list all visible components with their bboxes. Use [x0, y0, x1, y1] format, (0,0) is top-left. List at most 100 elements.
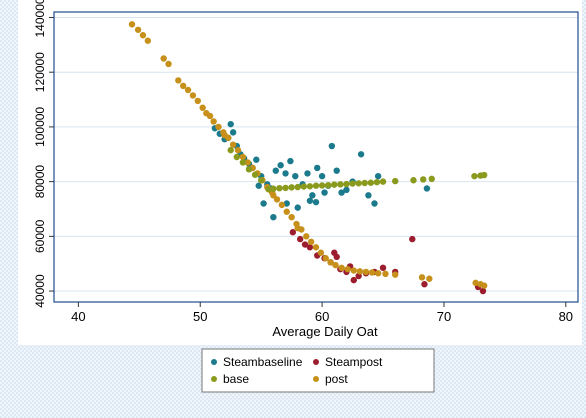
plot-frame	[53, 11, 579, 303]
point-post-47	[392, 271, 399, 278]
point-steampost-17	[421, 281, 428, 288]
data-points	[128, 21, 488, 295]
point-post-34	[312, 244, 320, 251]
point-post-1	[134, 26, 142, 33]
point-steambaseline-36	[270, 213, 277, 221]
point-base-13	[343, 180, 350, 188]
point-base-31	[257, 177, 265, 184]
point-steambaseline-17	[282, 170, 289, 177]
point-post-18	[234, 146, 242, 154]
point-base-24	[471, 172, 478, 180]
point-steambaseline-18	[287, 157, 294, 165]
point-steambaseline-5	[229, 129, 237, 136]
y-tick-label-4: 120000	[33, 52, 47, 92]
y-tick-label-5: 140000	[33, 0, 47, 37]
point-post-50	[472, 279, 479, 287]
point-base-28	[239, 159, 247, 166]
point-steampost-19	[479, 287, 487, 295]
point-steambaseline-27	[333, 167, 340, 174]
point-steambaseline-21	[304, 170, 311, 177]
point-base-30	[251, 171, 259, 178]
point-steambaseline-26	[328, 142, 336, 150]
point-base-14	[349, 180, 356, 187]
point-post-14	[215, 123, 222, 131]
point-base-15	[355, 180, 362, 187]
point-base-32	[227, 146, 234, 154]
point-post-41	[350, 267, 357, 274]
point-steambaseline-38	[294, 204, 301, 211]
point-base-12	[337, 181, 344, 188]
point-base-7	[306, 183, 314, 190]
point-post-53	[221, 131, 228, 139]
point-post-28	[283, 208, 290, 215]
point-post-11	[199, 104, 206, 111]
y-tick-label-3: 100000	[33, 107, 47, 147]
legend-marker-steambaseline	[211, 359, 217, 365]
point-post-6	[175, 77, 182, 84]
point-steambaseline-37	[283, 200, 290, 207]
point-steambaseline-28	[338, 189, 345, 196]
point-steambaseline-31	[357, 151, 365, 158]
legend-label-steambaseline: Steambaseline	[223, 355, 303, 369]
point-post-33	[307, 238, 315, 246]
point-steampost-14	[379, 264, 387, 272]
point-post-46	[382, 270, 389, 278]
point-post-17	[229, 141, 237, 148]
point-post-10	[194, 97, 201, 105]
legend-box	[201, 348, 435, 393]
point-base-16	[361, 179, 368, 187]
point-base-6	[300, 183, 308, 190]
point-steampost-0	[289, 229, 297, 236]
x-axis-label: Average Daily Oat	[272, 324, 378, 339]
point-post-7	[179, 82, 187, 90]
x-tick-label-0: 40	[71, 309, 85, 324]
point-post-48	[418, 274, 426, 281]
point-post-9	[189, 92, 197, 99]
point-post-45	[374, 270, 382, 277]
point-post-26	[273, 196, 281, 203]
point-post-55	[270, 192, 277, 199]
point-base-20	[392, 177, 399, 185]
point-steambaseline-22	[309, 192, 316, 199]
point-steampost-10	[350, 276, 357, 284]
point-base-23	[428, 175, 435, 183]
point-steampost-16	[409, 235, 416, 243]
legend-label-base: base	[223, 372, 249, 386]
point-steambaseline-24	[318, 172, 326, 180]
point-base-29	[245, 166, 253, 173]
point-post-40	[344, 265, 351, 273]
axes: 40 50 60 70 80 40000 60000 80000 100000 120000 140…	[33, 0, 579, 324]
point-post-35	[317, 249, 325, 256]
point-post-0	[128, 21, 136, 28]
x-tick-label-4: 80	[559, 309, 573, 324]
legend-label-steampost: Steampost	[325, 355, 383, 369]
point-post-8	[184, 86, 192, 94]
point-base-17	[367, 179, 375, 186]
point-post-44	[368, 269, 376, 276]
point-base-8	[312, 182, 320, 189]
x-tick-label-3: 70	[437, 309, 451, 324]
point-post-3	[144, 37, 152, 44]
point-post-4	[160, 55, 167, 62]
y-tick-label-0: 40000	[33, 274, 47, 308]
point-steambaseline-33	[371, 200, 378, 207]
point-base-2	[276, 184, 283, 192]
point-post-29	[288, 213, 295, 221]
point-post-20	[244, 159, 251, 166]
point-post-43	[362, 268, 370, 276]
y-tick-label-2: 80000	[33, 165, 47, 199]
point-steambaseline-32	[365, 192, 372, 199]
point-steambaseline-16	[277, 162, 284, 169]
point-base-18	[373, 178, 381, 186]
point-steampost-20	[331, 249, 338, 256]
point-steambaseline-43	[255, 182, 262, 189]
point-post-38	[332, 261, 339, 269]
point-post-2	[139, 32, 147, 39]
point-steambaseline-41	[321, 189, 328, 196]
plot-background	[18, 0, 582, 345]
point-steambaseline-4	[227, 120, 234, 128]
point-steambaseline-11	[253, 156, 260, 163]
point-steambaseline-34	[374, 172, 382, 180]
point-steambaseline-39	[306, 197, 314, 204]
